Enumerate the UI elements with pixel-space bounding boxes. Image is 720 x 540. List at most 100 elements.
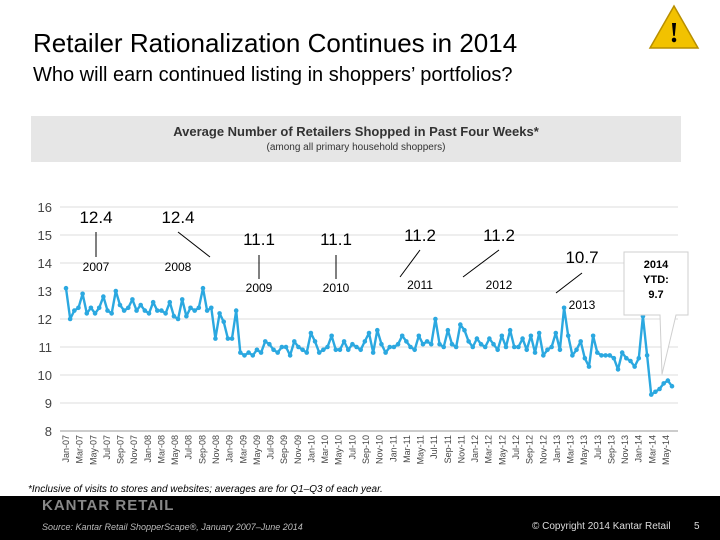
data-point bbox=[408, 344, 413, 350]
x-tick-label: Jan-10 bbox=[306, 435, 316, 463]
source-note: Source: Kantar Retail ShopperScape®, Jan… bbox=[42, 522, 303, 532]
data-point bbox=[474, 336, 480, 341]
data-point bbox=[271, 347, 276, 353]
y-axis: 8 9 10 11 12 13 14 15 16 bbox=[38, 200, 678, 439]
data-point bbox=[582, 355, 588, 361]
data-point bbox=[63, 285, 69, 291]
x-tick-label: Sep-11 bbox=[443, 435, 453, 463]
x-tick-label: May-08 bbox=[170, 435, 180, 465]
data-point bbox=[482, 344, 488, 350]
x-tick-label: Jan-12 bbox=[470, 435, 480, 463]
callout-value: 12.4 bbox=[161, 208, 194, 227]
data-point bbox=[536, 330, 542, 336]
callout-value: 10.7 bbox=[565, 248, 598, 267]
data-point bbox=[594, 350, 600, 355]
callout-year: 2013 bbox=[569, 298, 596, 312]
y-tick-label: 14 bbox=[38, 256, 52, 271]
data-series bbox=[63, 285, 675, 397]
data-point bbox=[208, 305, 214, 311]
x-tick-label: Sep-13 bbox=[606, 435, 616, 464]
chart-subtitle: (among all primary household shoppers) bbox=[266, 142, 446, 153]
x-tick-label: Jan-13 bbox=[552, 435, 562, 463]
data-point bbox=[433, 316, 438, 322]
x-tick-label: Mar-10 bbox=[320, 435, 330, 464]
data-point bbox=[213, 336, 218, 341]
data-point bbox=[532, 350, 538, 355]
y-tick-label: 12 bbox=[38, 312, 52, 327]
data-point bbox=[250, 353, 256, 358]
page-number: 5 bbox=[694, 521, 700, 532]
x-tick-label: Sep-07 bbox=[116, 435, 126, 464]
data-point bbox=[516, 344, 521, 350]
x-tick-label: May-13 bbox=[579, 435, 589, 465]
x-tick-label: Mar-08 bbox=[156, 435, 166, 464]
data-point bbox=[387, 344, 393, 350]
data-point bbox=[142, 308, 148, 313]
data-point bbox=[175, 316, 181, 322]
callout-year: 2007 bbox=[83, 260, 110, 274]
data-point bbox=[101, 294, 106, 299]
callout-value: 11.2 bbox=[404, 226, 436, 245]
data-point bbox=[553, 330, 559, 336]
x-tick-label: Jan-14 bbox=[634, 435, 644, 463]
callout-connector bbox=[177, 231, 211, 258]
data-point bbox=[67, 316, 73, 322]
warning-icon: ! bbox=[648, 4, 700, 49]
x-tick-label: Mar-14 bbox=[647, 435, 657, 464]
data-point bbox=[308, 330, 314, 336]
data-point bbox=[375, 327, 380, 333]
data-point bbox=[399, 333, 405, 339]
y-tick-label: 8 bbox=[45, 424, 52, 439]
data-point bbox=[138, 302, 144, 308]
data-point bbox=[225, 336, 231, 341]
data-point bbox=[267, 341, 272, 347]
y-tick-label: 13 bbox=[38, 284, 52, 299]
data-point bbox=[487, 336, 492, 341]
data-point bbox=[96, 305, 102, 311]
data-point bbox=[574, 347, 579, 353]
data-point bbox=[296, 344, 301, 350]
ytd-box bbox=[623, 251, 689, 375]
data-point bbox=[76, 305, 81, 311]
x-tick-label: May-11 bbox=[416, 435, 426, 464]
data-point bbox=[462, 327, 467, 333]
x-tick-label: Jul-09 bbox=[266, 435, 276, 460]
data-point bbox=[155, 308, 160, 313]
data-point bbox=[665, 378, 671, 383]
data-point bbox=[229, 336, 235, 341]
ytd-callout: 2014 YTD: 9.7 bbox=[623, 251, 689, 375]
data-point bbox=[669, 383, 675, 389]
x-tick-label: Nov-11 bbox=[456, 435, 466, 463]
data-point bbox=[370, 350, 376, 355]
data-point bbox=[549, 344, 554, 350]
data-point bbox=[453, 344, 459, 350]
chart-header-banner: Average Number of Retailers Shopped in P… bbox=[31, 116, 681, 162]
x-tick-label: Mar-07 bbox=[75, 435, 85, 464]
x-tick-label: Nov-13 bbox=[620, 435, 630, 464]
data-point bbox=[354, 344, 359, 350]
data-point bbox=[304, 350, 310, 355]
x-tick-label: May-10 bbox=[334, 435, 344, 465]
data-point bbox=[503, 344, 509, 350]
data-point bbox=[341, 339, 347, 344]
x-tick-label: May-14 bbox=[661, 435, 671, 465]
data-point bbox=[395, 341, 401, 347]
data-point bbox=[316, 350, 322, 355]
data-point bbox=[511, 344, 517, 350]
x-tick-label: May-12 bbox=[497, 435, 507, 465]
data-point bbox=[428, 341, 434, 347]
data-point bbox=[599, 353, 604, 358]
x-tick-label: Jul-12 bbox=[511, 435, 521, 460]
callout-connector bbox=[462, 249, 500, 278]
x-tick-label: Mar-12 bbox=[484, 435, 494, 464]
data-point bbox=[333, 347, 339, 353]
x-tick-label: Nov-09 bbox=[293, 435, 303, 464]
data-point bbox=[379, 341, 384, 347]
retailers-line-chart: 8 9 10 11 12 13 14 15 16 Jan-07 Mar-07 May-07 Jul-0… bbox=[38, 200, 689, 465]
y-tick-label: 9 bbox=[45, 396, 52, 411]
x-tick-label: Nov-07 bbox=[129, 435, 139, 464]
data-point bbox=[495, 347, 500, 353]
data-point bbox=[159, 308, 164, 313]
data-point bbox=[449, 341, 455, 347]
data-point bbox=[458, 322, 463, 327]
